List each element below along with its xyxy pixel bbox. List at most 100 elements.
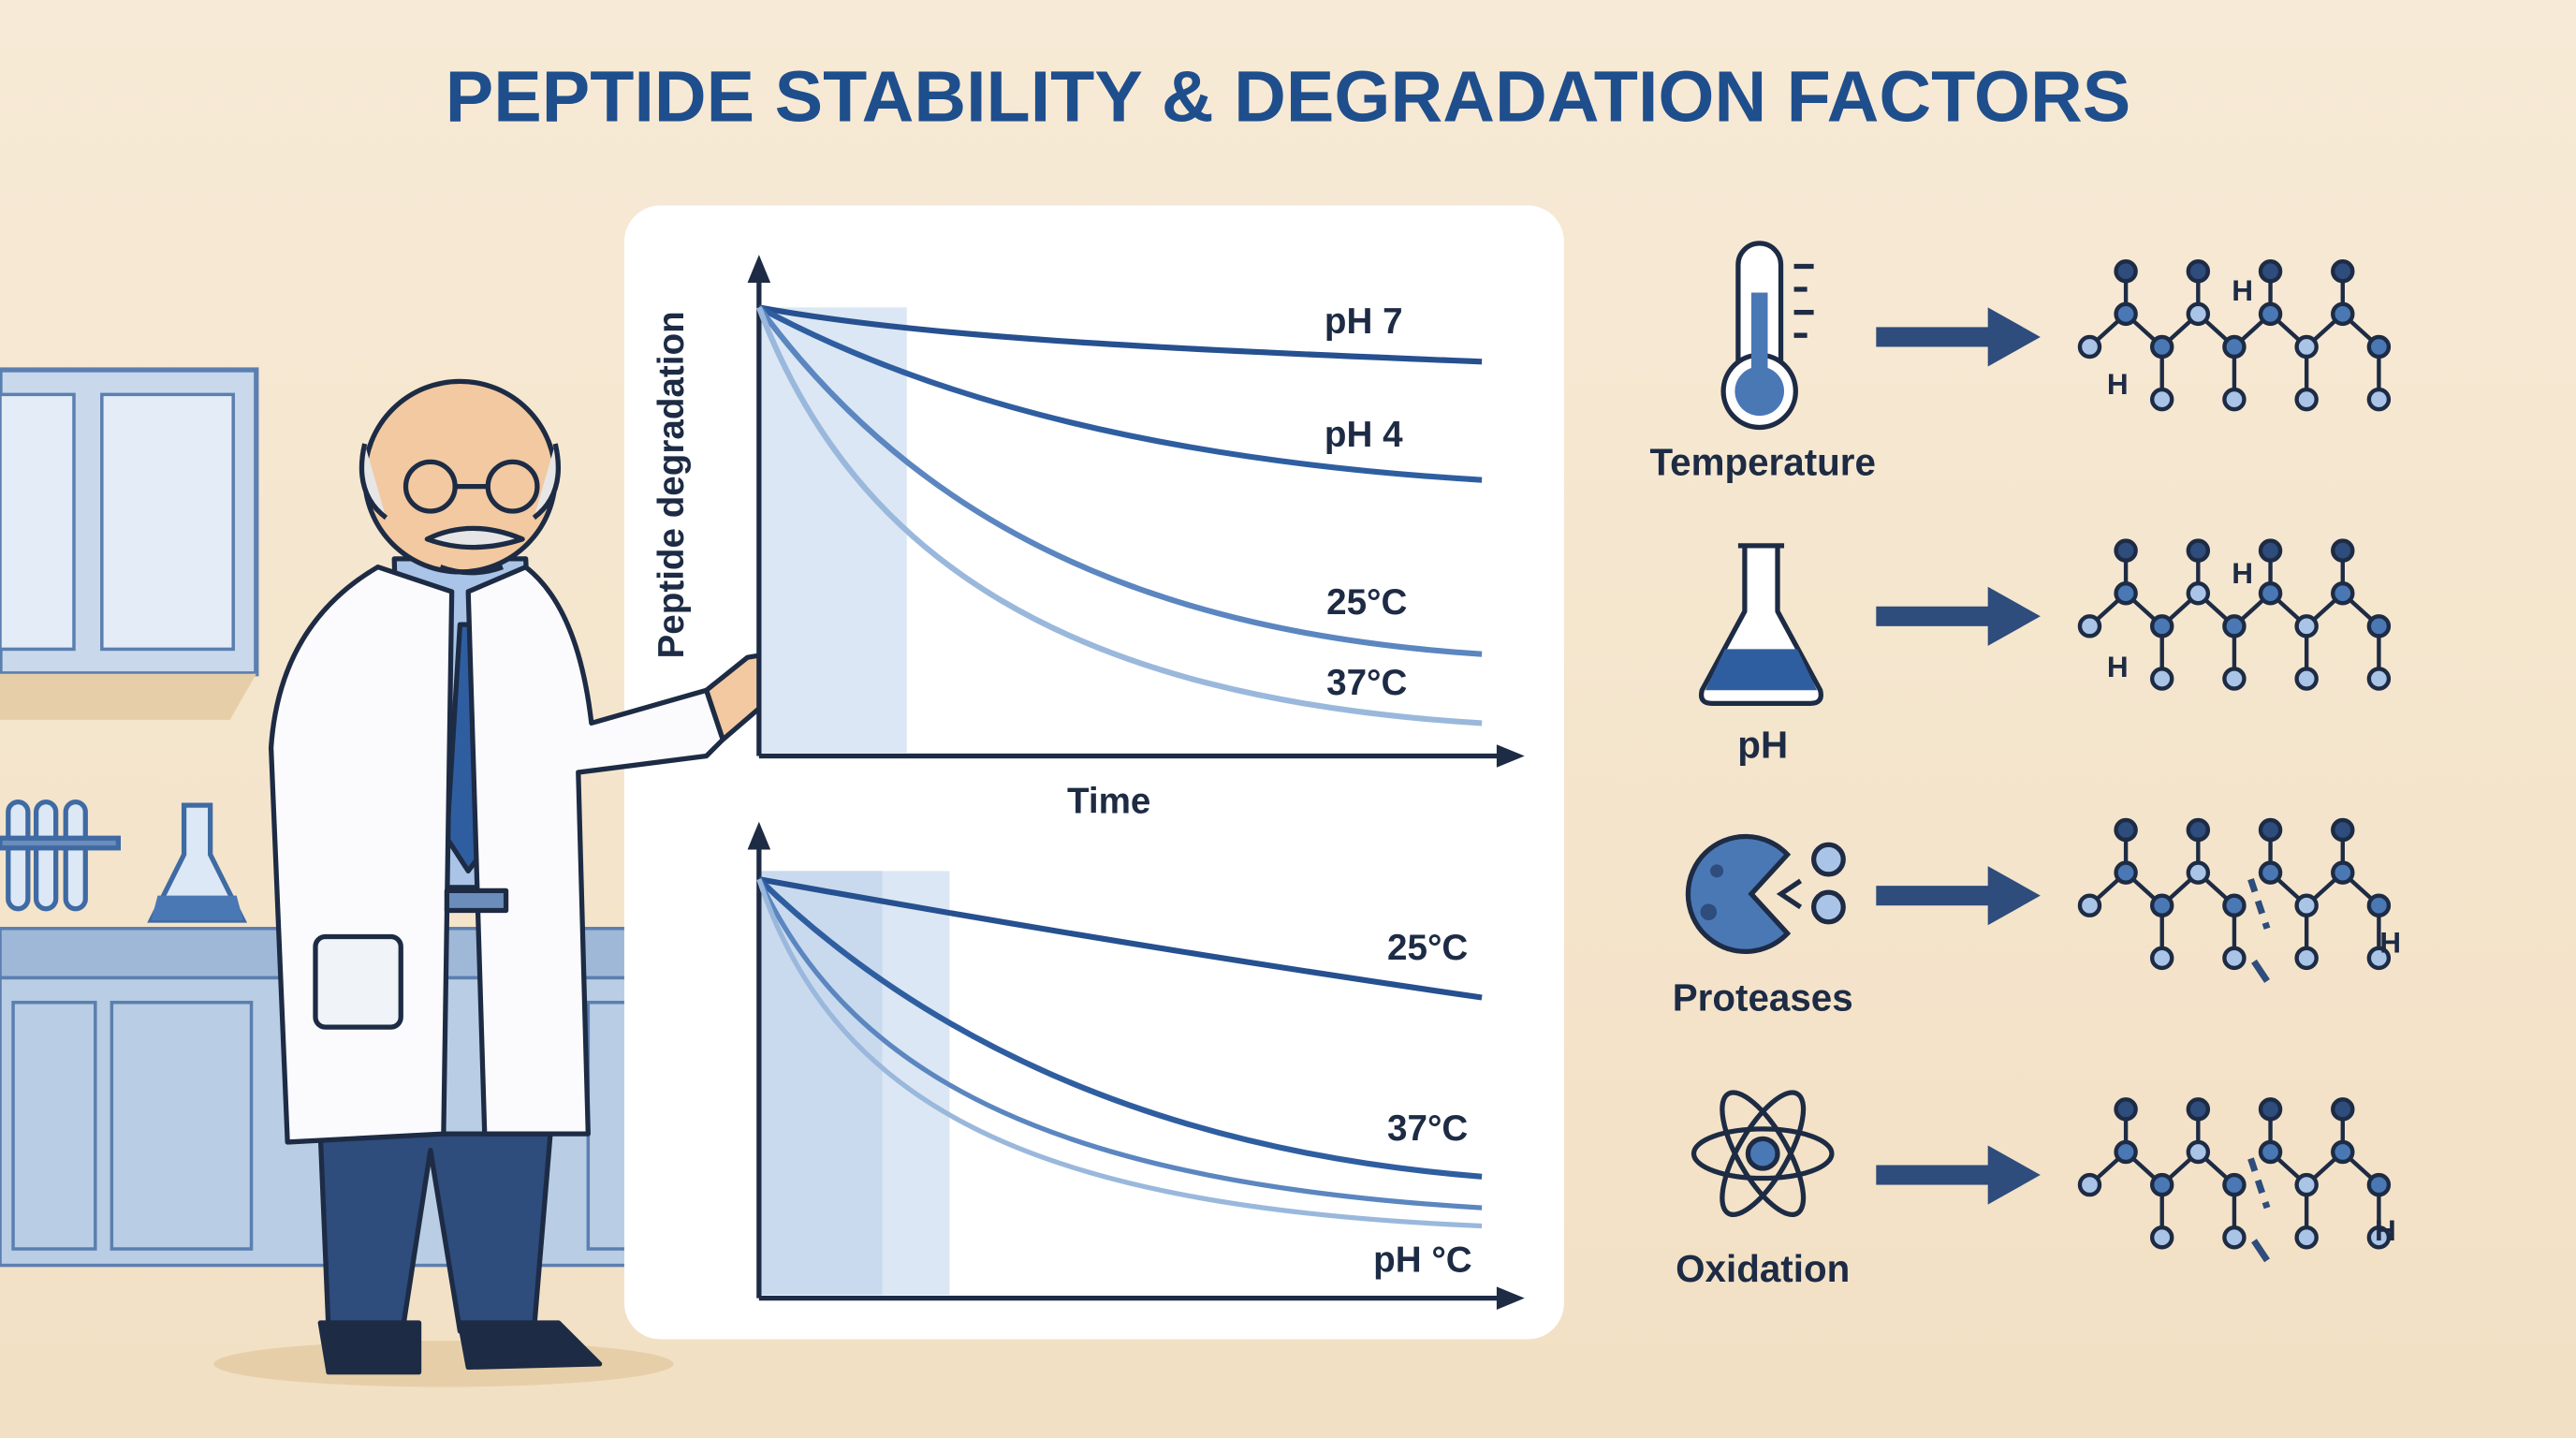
atom (2114, 817, 2138, 843)
atom-label: H (2232, 273, 2253, 307)
atom (2258, 1097, 2283, 1122)
atom (2331, 817, 2355, 843)
atom (2186, 860, 2211, 885)
fragment (2247, 878, 2271, 930)
atom (2294, 893, 2319, 917)
atom (2294, 667, 2319, 691)
factor-label: pH (1737, 723, 1788, 766)
atom (2331, 581, 2355, 606)
atom (2222, 946, 2247, 971)
icon-flask (1698, 543, 1823, 706)
atom (2222, 614, 2247, 638)
atom (2294, 334, 2319, 360)
atom (2331, 301, 2355, 327)
fragment (2251, 959, 2270, 983)
atom (2186, 817, 2211, 843)
atom (2222, 667, 2247, 691)
icon-protease (1685, 833, 1846, 954)
atom (2294, 946, 2319, 971)
atom (2366, 1172, 2392, 1197)
atom (2114, 259, 2138, 284)
atom-label: H (2375, 1213, 2396, 1247)
atom (2331, 860, 2355, 885)
arrow-head (1987, 307, 2041, 367)
atom (2222, 1172, 2247, 1197)
atom (2114, 1097, 2138, 1122)
arrow-head (1987, 1145, 2041, 1205)
y-axis-label: Peptide degradation (651, 311, 692, 658)
atom (2331, 259, 2355, 284)
atom (2114, 301, 2138, 327)
atom (2114, 860, 2138, 885)
curve-label: 37°C (1326, 663, 1407, 703)
atom (2222, 1225, 2247, 1250)
atom (2294, 614, 2319, 638)
atom (2114, 581, 2138, 606)
atom (2258, 538, 2283, 563)
arrow-shaft (1876, 886, 1992, 906)
atom-label: H (2232, 556, 2253, 590)
arrow-shaft (1876, 1165, 1992, 1185)
atom (2149, 946, 2174, 971)
atom (2222, 893, 2247, 917)
molecule (2077, 538, 2392, 691)
atom (2149, 1225, 2174, 1250)
molecule (2077, 1097, 2392, 1263)
atom (2186, 301, 2211, 327)
arrow-head (1987, 866, 2041, 926)
atom (2186, 1139, 2211, 1165)
curve-label: pH 4 (1325, 415, 1403, 455)
atom (2366, 893, 2392, 917)
curve-label: pH 7 (1325, 301, 1403, 342)
atom (2222, 334, 2247, 360)
atom (2331, 1097, 2355, 1122)
atom (2366, 334, 2392, 360)
atom (2258, 581, 2283, 606)
x-axis-label: Time (1067, 782, 1150, 822)
atom (2366, 1225, 2392, 1250)
title: PEPTIDE STABILITY & DEGRADATION FACTORS (446, 56, 2130, 137)
atom (2114, 538, 2138, 563)
arrow-shaft (1876, 327, 1992, 347)
curve-label: 25°C (1387, 928, 1468, 968)
icon-atom (1690, 1090, 1835, 1218)
bottom-chart (747, 821, 1525, 1310)
atom (2077, 893, 2102, 917)
atom (2222, 387, 2247, 412)
molecule (2077, 259, 2392, 412)
curve-label: pH °C (1373, 1240, 1472, 1280)
atom (2366, 387, 2392, 412)
atom (2149, 667, 2174, 691)
atom (2077, 614, 2102, 638)
factor-label: Temperature (1649, 440, 1876, 483)
atom (2331, 538, 2355, 563)
arrow-shaft (1876, 606, 1992, 626)
factor-rows: Temperature H HpH H H Proteases H Oxidation H (1649, 259, 2401, 1290)
atom (2149, 1172, 2174, 1197)
factor-label: Proteases (1673, 976, 1853, 1020)
atom (2186, 581, 2211, 606)
factor-label: Oxidation (1676, 1247, 1850, 1290)
atom (2149, 893, 2174, 917)
curve-label: 37°C (1387, 1108, 1468, 1149)
molecule (2077, 817, 2392, 983)
arrow-head (1987, 586, 2041, 646)
atom (2366, 946, 2392, 971)
atom-label: H (2107, 367, 2129, 401)
atom (2294, 1225, 2319, 1250)
atom (2114, 1139, 2138, 1165)
atom (2077, 1172, 2102, 1197)
atom (2077, 334, 2102, 360)
atom (2258, 860, 2283, 885)
atom (2294, 1172, 2319, 1197)
icon-thermometer (1720, 241, 1814, 431)
atom-label: H (2379, 926, 2401, 960)
scientist (213, 378, 799, 1387)
atom (2258, 817, 2283, 843)
fragment (2247, 1157, 2271, 1210)
atom (2149, 387, 2174, 412)
atom (2186, 259, 2211, 284)
atom (2366, 614, 2392, 638)
atom (2366, 667, 2392, 691)
